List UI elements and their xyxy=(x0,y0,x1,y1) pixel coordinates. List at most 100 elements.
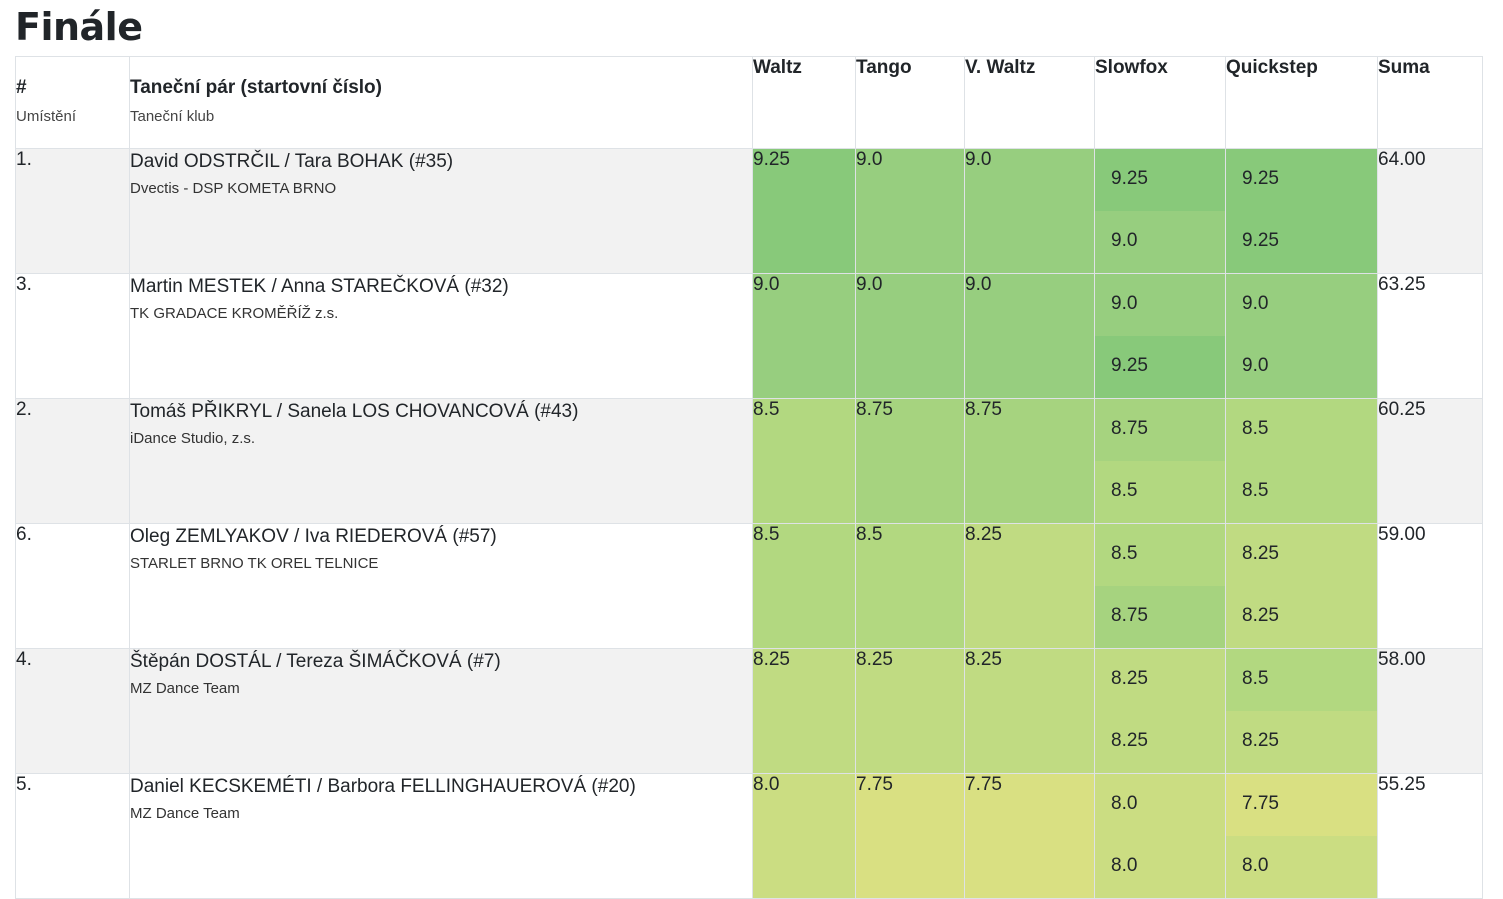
score-slowfox-judge-2: 8.75 xyxy=(1095,586,1225,648)
score-quickstep-judge-2: 9.25 xyxy=(1226,211,1377,273)
score-tango: 7.75 xyxy=(855,773,965,899)
score-slowfox-judge-1: 8.0 xyxy=(1095,774,1225,836)
score-tango: 8.5 xyxy=(855,523,965,649)
score-slowfox-judge-1: 8.25 xyxy=(1095,649,1225,711)
score-quickstep: 8.25 8.25 xyxy=(1225,523,1378,649)
score-quickstep: 8.5 8.5 xyxy=(1225,398,1378,524)
score-slowfox-judge-2: 9.0 xyxy=(1095,211,1225,273)
table-row: 1. David ODSTRČIL / Tara BOHAK (#35) Dvect… xyxy=(15,148,1483,274)
pair-name: Oleg ZEMLYAKOV / Iva RIEDEROVÁ (#57) xyxy=(130,526,497,547)
header-pair-label: Taneční pár (startovní číslo) xyxy=(130,77,382,98)
score-waltz: 9.0 xyxy=(752,273,856,399)
page-title: Finále xyxy=(15,5,143,49)
score-slowfox: 8.5 8.75 xyxy=(1094,523,1226,649)
score-tango: 9.0 xyxy=(855,148,965,274)
pair-club: TK GRADACE KROMĚŘÍŽ z.s. xyxy=(130,305,339,322)
header-club-label: Taneční klub xyxy=(130,108,215,125)
score-quickstep-judge-2: 8.0 xyxy=(1226,836,1377,898)
score-slowfox: 8.25 8.25 xyxy=(1094,648,1226,774)
score-waltz: 8.5 xyxy=(752,398,856,524)
place-cell: 1. xyxy=(15,148,130,274)
header-tango: Tango xyxy=(855,56,965,149)
pair-club: iDance Studio, z.s. xyxy=(130,430,256,447)
pair-club: STARLET BRNO TK OREL TELNICE xyxy=(130,555,379,572)
score-quickstep-judge-1: 7.75 xyxy=(1226,774,1377,836)
header-place-symbol: # xyxy=(16,77,27,98)
pair-cell: Tomáš PŘIKRYL / Sanela LOS CHOVANCOVÁ (#… xyxy=(129,398,753,524)
header-waltz: Waltz xyxy=(752,56,856,149)
table-row: 3. Martin MESTEK / Anna STAREČKOVÁ (#32) T… xyxy=(15,273,1483,399)
sum-cell: 63.25 xyxy=(1377,273,1483,399)
sum-cell: 64.00 xyxy=(1377,148,1483,274)
pair-cell: Martin MESTEK / Anna STAREČKOVÁ (#32) TK … xyxy=(129,273,753,399)
place-cell: 4. xyxy=(15,648,130,774)
score-tango: 8.75 xyxy=(855,398,965,524)
score-slowfox: 8.0 8.0 xyxy=(1094,773,1226,899)
score-slowfox-judge-2: 8.0 xyxy=(1095,836,1225,898)
sum-cell: 55.25 xyxy=(1377,773,1483,899)
table-row: 6. Oleg ZEMLYAKOV / Iva RIEDEROVÁ (#57) ST… xyxy=(15,523,1483,649)
score-slowfox-judge-2: 9.25 xyxy=(1095,336,1225,398)
score-slowfox: 9.25 9.0 xyxy=(1094,148,1226,274)
place-cell: 5. xyxy=(15,773,130,899)
pair-name: Štěpán DOSTÁL / Tereza ŠIMÁČKOVÁ (#7) xyxy=(130,651,501,672)
pair-club: Dvectis - DSP KOMETA BRNO xyxy=(130,180,337,197)
pair-name: David ODSTRČIL / Tara BOHAK (#35) xyxy=(130,151,454,172)
sum-cell: 58.00 xyxy=(1377,648,1483,774)
pair-name: Daniel KECSKEMÉTI / Barbora FELLINGHAUER… xyxy=(130,776,636,797)
score-quickstep-judge-2: 8.25 xyxy=(1226,711,1377,773)
score-vwaltz: 8.25 xyxy=(964,523,1095,649)
sum-cell: 60.25 xyxy=(1377,398,1483,524)
score-quickstep: 8.5 8.25 xyxy=(1225,648,1378,774)
score-slowfox-judge-2: 8.25 xyxy=(1095,711,1225,773)
score-quickstep-judge-2: 8.25 xyxy=(1226,586,1377,648)
place-cell: 6. xyxy=(15,523,130,649)
score-quickstep-judge-1: 9.25 xyxy=(1226,149,1377,211)
score-vwaltz: 8.25 xyxy=(964,648,1095,774)
table-row: 5. Daniel KECSKEMÉTI / Barbora FELLINGHAU… xyxy=(15,773,1483,899)
score-waltz: 8.25 xyxy=(752,648,856,774)
score-waltz: 9.25 xyxy=(752,148,856,274)
score-slowfox: 8.75 8.5 xyxy=(1094,398,1226,524)
score-vwaltz: 8.75 xyxy=(964,398,1095,524)
table-row: 4. Štěpán DOSTÁL / Tereza ŠIMÁČKOVÁ (#7) M… xyxy=(15,648,1483,774)
table-row: 2. Tomáš PŘIKRYL / Sanela LOS CHOVANCOVÁ … xyxy=(15,398,1483,524)
score-vwaltz: 9.0 xyxy=(964,148,1095,274)
pair-cell: David ODSTRČIL / Tara BOHAK (#35) Dvectis… xyxy=(129,148,753,274)
score-vwaltz: 9.0 xyxy=(964,273,1095,399)
score-quickstep: 9.25 9.25 xyxy=(1225,148,1378,274)
header-vwaltz: V. Waltz xyxy=(964,56,1095,149)
place-cell: 3. xyxy=(15,273,130,399)
sum-cell: 59.00 xyxy=(1377,523,1483,649)
score-quickstep-judge-1: 9.0 xyxy=(1226,274,1377,336)
pair-cell: Daniel KECSKEMÉTI / Barbora FELLINGHAUER… xyxy=(129,773,753,899)
score-quickstep-judge-2: 8.5 xyxy=(1226,461,1377,523)
score-slowfox-judge-1: 8.75 xyxy=(1095,399,1225,461)
score-quickstep: 9.0 9.0 xyxy=(1225,273,1378,399)
score-slowfox: 9.0 9.25 xyxy=(1094,273,1226,399)
header-pair: Taneční pár (startovní číslo) Taneční kl… xyxy=(129,56,753,149)
header-place-label: Umístění xyxy=(16,108,77,125)
score-quickstep-judge-1: 8.25 xyxy=(1226,524,1377,586)
pair-name: Martin MESTEK / Anna STAREČKOVÁ (#32) xyxy=(130,276,509,297)
table-header-row: # Umístění Taneční pár (startovní číslo)… xyxy=(15,56,1483,149)
header-place: # Umístění xyxy=(15,56,130,149)
pair-club: MZ Dance Team xyxy=(130,805,240,822)
score-tango: 9.0 xyxy=(855,273,965,399)
score-slowfox-judge-1: 9.25 xyxy=(1095,149,1225,211)
results-table: # Umístění Taneční pár (startovní číslo)… xyxy=(15,56,1483,899)
score-slowfox-judge-1: 9.0 xyxy=(1095,274,1225,336)
score-tango: 8.25 xyxy=(855,648,965,774)
score-slowfox-judge-2: 8.5 xyxy=(1095,461,1225,523)
pair-cell: Štěpán DOSTÁL / Tereza ŠIMÁČKOVÁ (#7) MZ … xyxy=(129,648,753,774)
header-slowfox: Slowfox xyxy=(1094,56,1226,149)
score-slowfox-judge-1: 8.5 xyxy=(1095,524,1225,586)
score-quickstep-judge-1: 8.5 xyxy=(1226,399,1377,461)
pair-club: MZ Dance Team xyxy=(130,680,240,697)
place-cell: 2. xyxy=(15,398,130,524)
header-quickstep: Quickstep xyxy=(1225,56,1378,149)
score-quickstep-judge-1: 8.5 xyxy=(1226,649,1377,711)
score-quickstep: 7.75 8.0 xyxy=(1225,773,1378,899)
pair-cell: Oleg ZEMLYAKOV / Iva RIEDEROVÁ (#57) STAR… xyxy=(129,523,753,649)
score-waltz: 8.5 xyxy=(752,523,856,649)
